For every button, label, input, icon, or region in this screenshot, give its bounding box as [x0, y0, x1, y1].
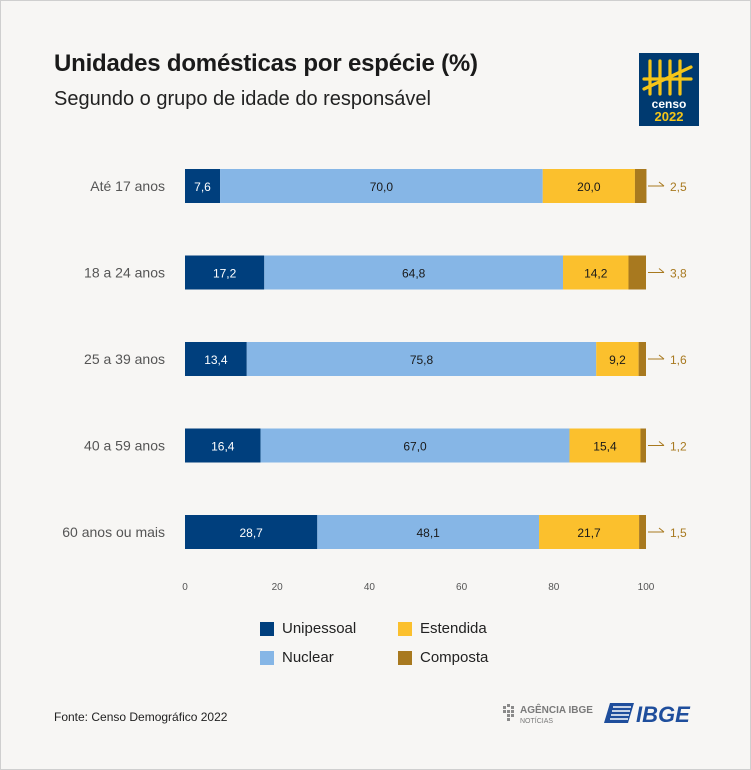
x-tick-label: 0	[182, 582, 188, 593]
noticias-text: NOTÍCIAS	[520, 716, 553, 725]
bar-segment-nuclear	[246, 342, 597, 376]
bar-segment-nuclear	[317, 515, 540, 549]
bar-segment-nuclear	[264, 255, 564, 290]
legend-swatch-nuclear	[260, 650, 274, 665]
bar-segment-estendida	[563, 255, 629, 290]
agencia-text: AGÊNCIA IBGE	[520, 703, 593, 716]
legend-item-unipessoal: Unipessoal	[260, 620, 356, 637]
legend-item-composta: Composta	[398, 649, 488, 666]
data-label: 75,8	[410, 353, 434, 367]
legend-label-estendida: Estendida	[420, 620, 487, 637]
x-tick-label: 40	[364, 582, 376, 593]
category-label: Até 17 anos	[90, 178, 165, 194]
data-label: 13,4	[204, 353, 228, 367]
x-tick-label: 80	[548, 582, 560, 593]
data-label: 21,7	[577, 526, 601, 540]
leader-line-tick	[658, 527, 665, 533]
bar-segment-nuclear	[260, 428, 570, 463]
leader-line-tick	[658, 181, 665, 187]
legend-swatch-unipessoal	[260, 621, 274, 636]
x-tick-label: 20	[272, 582, 284, 593]
bar-segment-composta	[639, 515, 646, 549]
legend-label-nuclear: Nuclear	[282, 649, 334, 666]
category-label: 18 a 24 anos	[84, 265, 165, 281]
leader-line-tick	[658, 268, 665, 273]
data-label: 67,0	[403, 440, 427, 454]
legend-item-nuclear: Nuclear	[260, 649, 334, 666]
legend-item-estendida: Estendida	[398, 620, 487, 637]
data-label: 17,2	[213, 267, 237, 281]
bar-segment-unipessoal	[185, 255, 265, 290]
bar-segment-composta	[628, 255, 646, 290]
data-label-outside: 3,8	[670, 267, 687, 281]
legend-swatch-estendida	[398, 621, 412, 636]
data-label: 70,0	[370, 180, 394, 194]
leader-line-tick	[658, 441, 665, 446]
data-label: 14,2	[584, 267, 608, 281]
ibge-logo: IBGE	[604, 702, 691, 727]
legend-label-composta: Composta	[420, 649, 489, 666]
chart-subtitle: Segundo o grupo de idade do responsável	[54, 88, 431, 110]
leader-line-tick	[658, 354, 665, 360]
data-label-outside: 1,2	[670, 440, 687, 454]
category-label: 40 a 59 anos	[84, 438, 165, 454]
censo-logo-icon: censo 2022	[642, 59, 693, 124]
bar-segment-estendida	[569, 428, 641, 463]
bar-segment-unipessoal	[185, 515, 318, 549]
censo-logo-text: censo	[652, 97, 687, 111]
data-label: 7,6	[194, 180, 211, 194]
bar-segment-estendida	[596, 342, 639, 376]
data-label: 20,0	[577, 180, 601, 194]
legend-swatch-composta	[398, 650, 412, 665]
category-label: 25 a 39 anos	[84, 351, 165, 367]
data-label: 28,7	[239, 526, 263, 540]
data-label: 15,4	[593, 440, 617, 454]
data-label: 48,1	[416, 526, 440, 540]
ibge-text: IBGE	[636, 702, 691, 727]
data-label-outside: 1,6	[670, 353, 687, 367]
censo-2022-logo: censo 2022	[639, 53, 699, 126]
bar-segment-composta	[640, 428, 646, 463]
legend-label-unipessoal: Unipessoal	[282, 620, 357, 637]
data-label-outside: 2,5	[670, 180, 687, 194]
data-label-outside: 1,5	[670, 526, 687, 540]
x-tick-label: 60	[456, 582, 468, 593]
bar-segment-composta	[638, 342, 646, 376]
data-label: 9,2	[609, 353, 626, 367]
stacked-bar-chart: Até 17 anos 7,6 70,0 20,0 2,5 18 a 24 anos 17,…	[62, 169, 687, 593]
x-tick-label: 100	[638, 582, 655, 593]
bar-segment-nuclear	[220, 169, 543, 203]
data-label: 64,8	[402, 267, 426, 281]
agencia-ibge-logo: AGÊNCIA IBGE NOTÍCIAS	[503, 703, 593, 725]
bar-segment-unipessoal	[185, 169, 221, 203]
bar-segment-estendida	[539, 515, 640, 549]
bar-segment-composta	[634, 169, 647, 203]
category-label: 60 anos ou mais	[62, 524, 165, 540]
source-note: Fonte: Censo Demográfico 2022	[54, 710, 228, 724]
bar-segment-estendida	[542, 169, 635, 203]
bar-segment-unipessoal	[185, 428, 261, 463]
bar-segment-unipessoal	[185, 342, 247, 376]
chart-title: Unidades domésticas por espécie (%)	[54, 50, 478, 77]
data-label: 16,4	[211, 440, 235, 454]
censo-logo-year: 2022	[655, 109, 684, 124]
